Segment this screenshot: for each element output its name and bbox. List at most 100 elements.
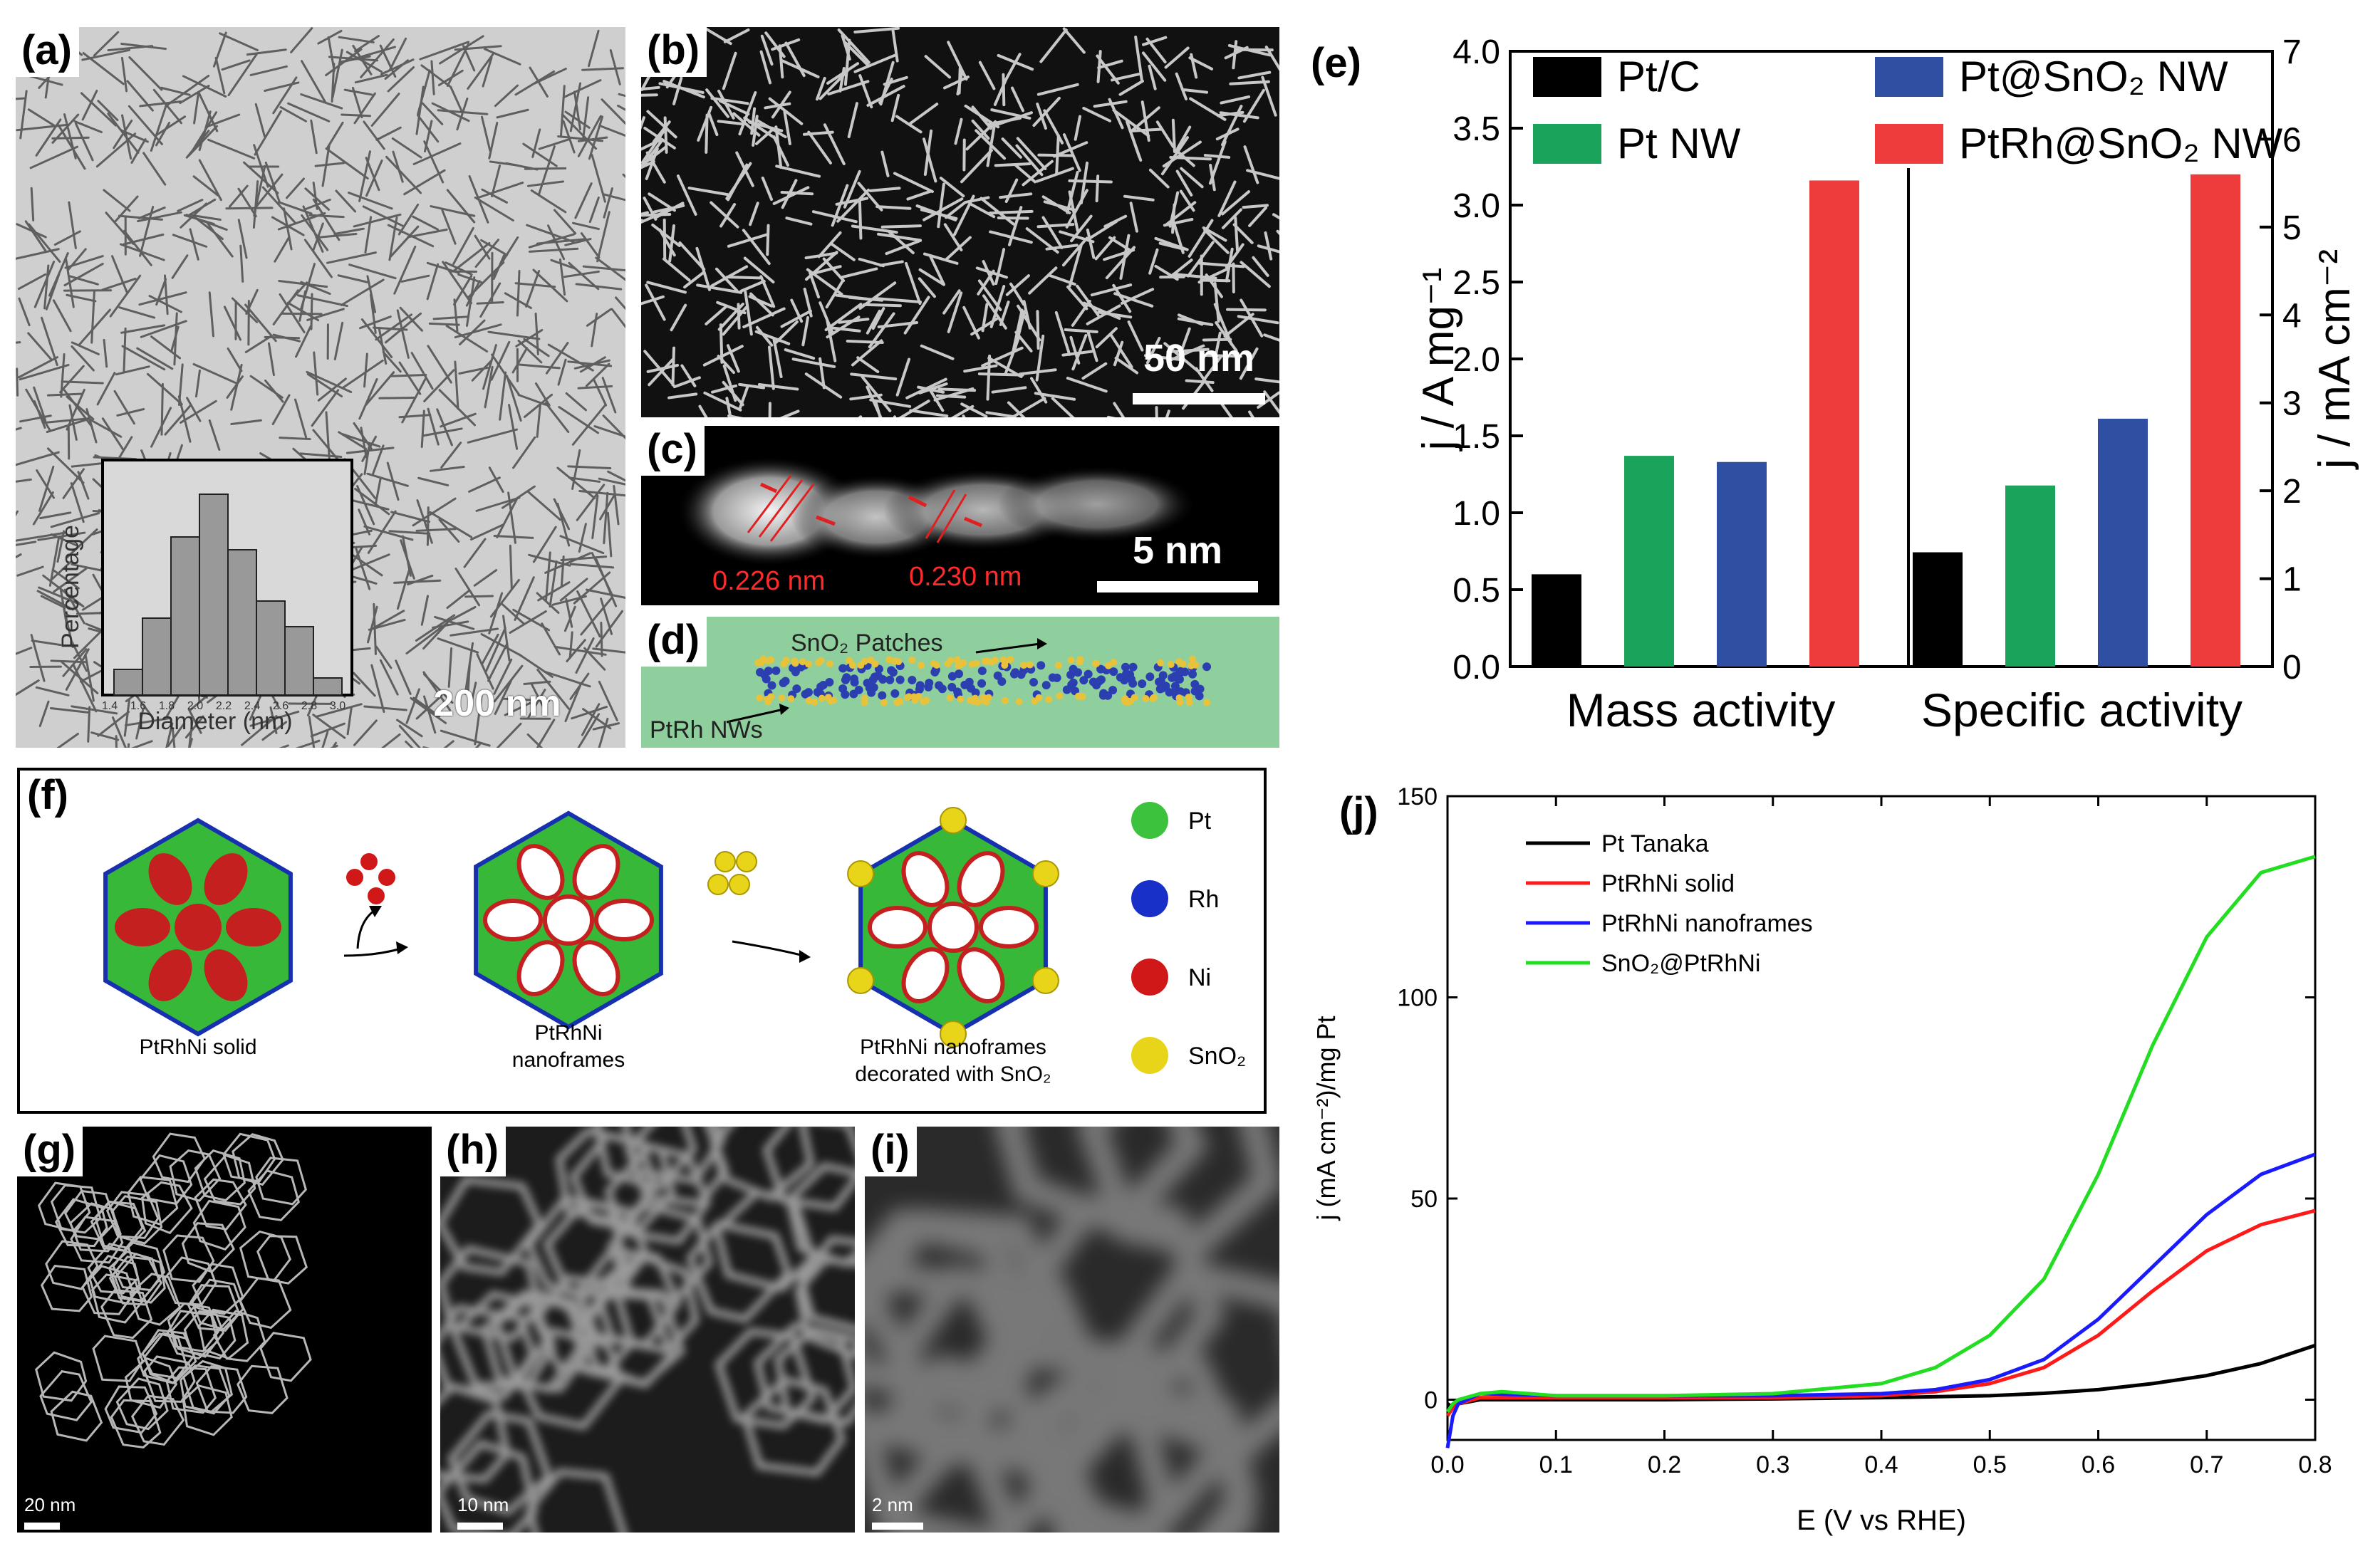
y-tick-label: 0	[1424, 1387, 1438, 1414]
panel-h-label: (h)	[440, 1127, 506, 1176]
x-tick-label: 0.8	[2298, 1451, 2332, 1478]
polarization-line-chart: 0.0 0.1 0.2 0.3 0.4 0.5 0.6 0.7 0.8 0 50 100 150 E (V…	[1311, 783, 2332, 1536]
left-tick-label: 0.0	[1453, 649, 1500, 686]
y-axis-label: j (mA cm⁻²)/mg Pt	[1311, 1016, 1341, 1221]
histogram-bar	[313, 677, 343, 696]
y-tick-label: 50	[1410, 1186, 1438, 1213]
scale-bar-i: 2 nm	[872, 1494, 923, 1530]
y-tick-label: 150	[1397, 783, 1438, 810]
panel-g: (g) 20 nm	[17, 1127, 432, 1533]
plot-frame	[1446, 795, 2317, 1441]
stem-image-h	[440, 1127, 855, 1533]
x-tick-label: 0.5	[1973, 1451, 2007, 1478]
scale-bar-h: 10 nm	[457, 1494, 509, 1530]
panel-e: 0.0 0.5 1.0 1.5 2.0 2.5 3.0 3.5 4.0 0 1 2 3 4 5 6 7 j / A…	[1291, 14, 2374, 762]
inset-ylabel: Percentage	[57, 525, 84, 649]
legend-label: SnO₂	[1188, 1043, 1246, 1070]
bar-specific-activity	[2098, 418, 2148, 667]
panel-d: SnO₂ Patches PtRh NWs (d)	[641, 617, 1279, 748]
panel-g-label: (g)	[17, 1127, 83, 1176]
bar-specific-activity	[2191, 174, 2240, 667]
panel-c-label: (c)	[641, 426, 705, 476]
x-tick-label: 0.3	[1756, 1451, 1789, 1478]
scale-bar-h-label: 10 nm	[457, 1494, 509, 1515]
left-tick-label: 3.0	[1453, 187, 1500, 225]
panel-b-label: (b)	[641, 27, 707, 77]
scale-bar-i-label: 2 nm	[872, 1494, 913, 1515]
label-solid: PtRhNi solid	[139, 1035, 256, 1059]
panel-d-label: (d)	[641, 617, 707, 667]
group-label: Specific activity	[1921, 684, 2243, 736]
legend-label: Pt@SnO₂ NW	[1959, 53, 2228, 100]
x-tick-label: 0.1	[1539, 1451, 1573, 1478]
right-tick-label: 0	[2282, 649, 2302, 686]
scale-bar-g: 20 nm	[24, 1494, 76, 1530]
y-tick-label: 100	[1397, 985, 1438, 1012]
x-tick-label: 0.0	[1430, 1451, 1464, 1478]
nw-label: PtRh NWs	[650, 716, 763, 743]
x-axis-label: E (V vs RHE)	[1797, 1505, 1966, 1536]
legend-swatch	[1875, 124, 1943, 164]
right-tick-label: 1	[2282, 561, 2302, 599]
stem-image-g	[17, 1127, 432, 1533]
left-tick-label: 2.0	[1453, 341, 1500, 379]
x-tick-label: 0.4	[1864, 1451, 1898, 1478]
histogram-tick-label: 2.2	[216, 700, 232, 712]
d-spacing-2: 0.230 nm	[909, 562, 1022, 592]
panel-f: PtRhNi solid PtRhNi nanoframes PtRhNi na…	[17, 768, 1267, 1114]
histogram-bar	[227, 549, 257, 696]
legend-label: Pt	[1188, 808, 1212, 835]
panel-i: (i) 2 nm	[865, 1127, 1279, 1533]
legend-label: SnO₂@PtRhNi	[1601, 950, 1760, 977]
legend-label: PtRhNi solid	[1601, 870, 1735, 897]
nanoframe-synthesis-schematic: PtRhNi solid PtRhNi nanoframes PtRhNi na…	[103, 802, 1246, 1086]
series-line	[1445, 1152, 2316, 1448]
panel-j: 0.0 0.1 0.2 0.3 0.4 0.5 0.6 0.7 0.8 0 50 100 150 E (V…	[1291, 776, 2374, 1552]
scale-bar-a: 200 nm	[369, 682, 625, 739]
series-line	[1445, 855, 2316, 1413]
panel-f-label: (f)	[21, 772, 76, 822]
histogram-bar	[199, 494, 229, 696]
left-tick-label: 1.5	[1453, 418, 1500, 456]
legend-label: Ni	[1188, 964, 1211, 991]
legend-label: Pt Tanaka	[1601, 830, 1709, 857]
patches-label: SnO₂ Patches	[791, 630, 943, 657]
histogram-tick-label: 1.8	[159, 700, 175, 712]
histogram-tick-label: 2.8	[301, 700, 317, 712]
bar-specific-activity	[2005, 485, 2055, 667]
inset-xlabel: Diameter (nm)	[137, 708, 292, 735]
legend-label: Pt NW	[1617, 120, 1741, 167]
left-tick-label: 2.5	[1453, 264, 1500, 302]
stem-image-i	[865, 1127, 1279, 1533]
histogram-tick-label: 3.0	[330, 700, 345, 712]
histogram-bar	[113, 669, 143, 696]
legend-label: Pt/C	[1617, 53, 1700, 100]
bar-mass-activity	[1717, 461, 1767, 667]
legend-swatch	[1533, 124, 1601, 164]
panel-a-label: (a)	[16, 27, 79, 77]
scale-bar-b-label: 50 nm	[1143, 337, 1255, 380]
left-tick-label: 0.5	[1453, 572, 1500, 610]
series-line	[1445, 1208, 2316, 1417]
histogram-tick-label: 1.6	[130, 700, 146, 712]
d-spacing-1: 0.226 nm	[712, 566, 825, 596]
right-tick-label: 6	[2282, 121, 2302, 159]
panel-h: (h) 10 nm	[440, 1127, 855, 1533]
label-frames-2: nanoframes	[512, 1048, 625, 1072]
right-tick-label: 4	[2282, 297, 2302, 335]
legend-swatch	[1533, 57, 1601, 97]
hrstem-image-c: 0.226 nm 0.230 nm	[641, 426, 1279, 605]
y-axis-label-right: j / mA cm⁻²	[2310, 249, 2359, 470]
bar-mass-activity	[1809, 180, 1859, 667]
histogram-tick-label: 2.6	[273, 700, 289, 712]
label-deco-2: decorated with SnO₂	[855, 1063, 1051, 1086]
panel-a: (a) Percentage Diameter (nm) 1.4 1.6 1.8 2.…	[16, 27, 625, 748]
histogram-tick-label: 2.4	[244, 700, 260, 712]
legend-sphere-pt	[1131, 802, 1168, 839]
x-tick-label: 0.2	[1648, 1451, 1681, 1478]
scale-bar-c: 5 nm	[1097, 526, 1258, 592]
label-frames-1: PtRhNi	[534, 1021, 602, 1045]
scale-bar-c-label: 5 nm	[1132, 529, 1223, 572]
scale-bar-g-label: 20 nm	[24, 1494, 76, 1515]
scale-bar-b: 50 nm	[1133, 333, 1265, 404]
